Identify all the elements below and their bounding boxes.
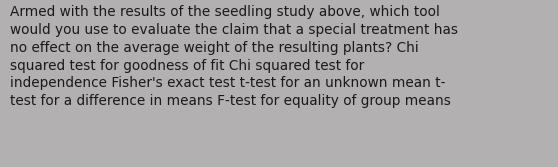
Text: Armed with the results of the seedling study above, which tool
would you use to : Armed with the results of the seedling s… — [10, 5, 458, 108]
